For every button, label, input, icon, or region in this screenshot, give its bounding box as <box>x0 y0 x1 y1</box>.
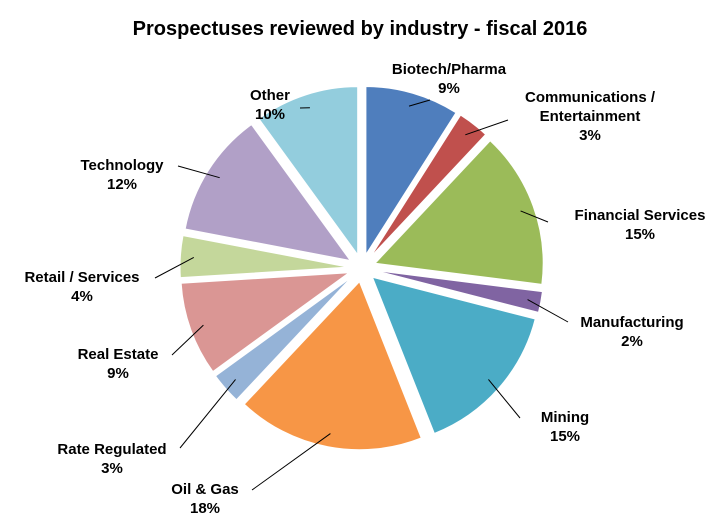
slice-label: Financial Services 15% <box>560 206 720 244</box>
leader-line <box>527 299 569 323</box>
value-label: 15% <box>624 226 656 243</box>
value-label: 9% <box>107 365 129 382</box>
pie-slice <box>258 86 359 257</box>
leader-line <box>488 379 521 419</box>
pie-slice <box>179 235 349 279</box>
value-label: 12% <box>106 176 138 193</box>
category-label: Real Estate <box>77 346 159 363</box>
chart-title: Prospectuses reviewed by industry - fisc… <box>132 18 588 40</box>
pie-slice <box>214 276 352 401</box>
value-label: 9% <box>438 80 460 97</box>
slice-label: Technology 12% <box>42 156 202 194</box>
category-label: Mining <box>540 409 590 426</box>
leader-line <box>154 256 195 279</box>
leader-line <box>465 119 509 136</box>
category-label: Other <box>249 87 290 104</box>
category-label: Rate Regulated <box>57 441 167 458</box>
value-label: 18% <box>189 500 221 517</box>
slice-label: Manufacturing 2% <box>552 313 712 351</box>
pie-slice <box>370 114 487 258</box>
slice-label: Communications / Entertainment 3% <box>510 88 670 145</box>
category-label: Technology <box>80 157 164 174</box>
slice-label: Biotech/Pharma 9% <box>369 60 529 98</box>
value-label: 3% <box>579 127 601 144</box>
slice-label: Mining 15% <box>485 408 645 446</box>
pie-slice <box>374 140 544 285</box>
slice-label: Retail / Services 4% <box>2 268 162 306</box>
value-label: 15% <box>549 428 581 445</box>
pie-slice <box>375 270 543 314</box>
value-label: 4% <box>71 288 93 305</box>
pie-slice <box>365 86 457 257</box>
slice-label: Other 10% <box>190 86 350 124</box>
leader-line <box>251 433 331 491</box>
category-label: Biotech/Pharma <box>391 61 507 78</box>
category-label: Communications / Entertainment <box>524 89 655 125</box>
slice-label: Oil & Gas 18% <box>125 480 285 518</box>
leader-line <box>179 379 236 449</box>
leader-line <box>171 324 204 356</box>
slice-label: Real Estate 9% <box>38 345 198 383</box>
category-label: Oil & Gas <box>171 481 239 498</box>
category-label: Financial Services <box>574 207 706 224</box>
pie-slice <box>243 280 422 451</box>
leader-line <box>520 210 549 223</box>
leader-line <box>177 165 220 179</box>
leader-line <box>408 99 431 107</box>
value-label: 2% <box>621 333 643 350</box>
pie-slice <box>371 276 536 435</box>
pie-slice <box>184 123 352 262</box>
category-label: Retail / Services <box>24 269 140 286</box>
category-label: Manufacturing <box>580 314 684 331</box>
value-label: 10% <box>254 106 286 123</box>
pie-slice <box>180 272 351 373</box>
value-label: 3% <box>101 460 123 477</box>
slice-label: Rate Regulated 3% <box>32 440 192 478</box>
